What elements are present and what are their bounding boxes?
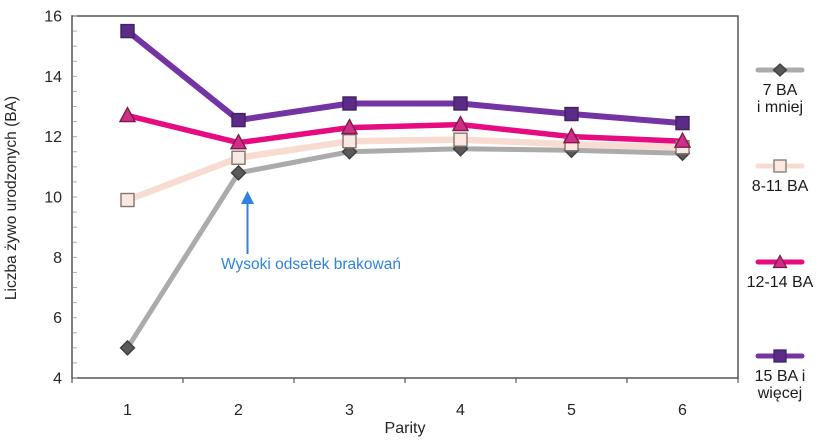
series-2-marker [562,127,581,144]
series-3-marker [564,106,579,122]
series-2-marker [118,106,137,123]
series-line-3 [124,28,686,127]
legend-marker-glyph [772,63,788,77]
y-tick-label: 14 [44,69,62,86]
x-tick-label: 6 [678,402,687,419]
legend-item-2: 12-14 BA [740,254,820,291]
x-tick-label: 5 [567,402,576,419]
y-tick-label: 6 [53,310,62,327]
legend-marker-glyph [773,159,787,173]
legend-label-0: 7 BA i mniej [756,82,804,116]
series-3-marker [675,115,690,131]
series-3-marker [231,112,246,128]
series-3-marker [120,23,135,39]
legend-marker-square-open-icon [755,159,805,173]
series-2-marker [451,115,470,132]
legend-marker-glyph [772,254,788,269]
legend-label-3: 15 BA i więcej [754,368,806,402]
legend-item-0: 7 BA i mniej [740,62,820,116]
annotation-arrowhead [241,191,254,204]
series-3-marker [342,96,357,111]
legend-marker-diamond-icon [755,63,805,77]
series-0-marker [119,339,136,356]
series-0-marker [230,164,247,181]
legend-marker-square-icon [755,349,805,363]
series-2-marker [340,118,359,135]
y-tick-label: 8 [53,250,62,267]
x-tick-label: 4 [456,402,465,419]
legend-label-1: 8-11 BA [751,178,809,195]
series-2-marker [673,131,692,148]
x-tick-label: 2 [234,402,243,419]
y-tick-label: 10 [44,190,62,207]
x-axis-title: Parity [384,420,426,437]
series-line-0 [125,146,685,351]
legend-item-3: 15 BA i więcej [740,348,820,402]
x-tick-label: 1 [123,402,132,419]
legend-item-1: 8-11 BA [740,158,820,195]
y-axis-title: Liczba żywo urodzonych (BA) [3,95,20,301]
series-1-marker [231,150,246,165]
series-line-1 [124,136,686,204]
series-1-marker [342,133,357,149]
series-3-marker [453,96,468,111]
series-line-2 [124,112,686,146]
legend-marker-triangle-icon [755,254,805,269]
annotation-text: Wysoki odsetek brakowań [221,256,401,273]
legend-marker-glyph [773,349,787,363]
y-tick-label: 12 [44,129,62,146]
legend-label-2: 12-14 BA [746,274,814,291]
series-1-marker [120,192,135,208]
x-tick-label: 3 [345,402,354,419]
series-2-marker [229,133,248,150]
y-tick-label: 4 [53,371,62,388]
legend: 7 BA i mniej 8-11 BA 12-14 BA 15 BA i więce… [740,0,820,446]
series-1-marker [453,132,468,147]
y-tick-label: 16 [44,9,62,26]
